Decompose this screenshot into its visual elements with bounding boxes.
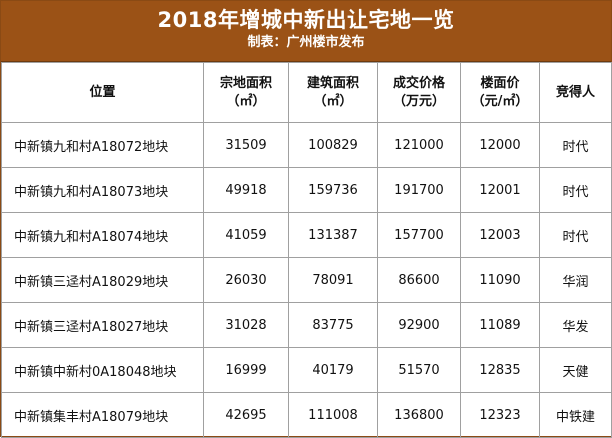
cell-deal-price: 157700 <box>377 212 461 258</box>
cell-building-area: 78091 <box>288 257 378 303</box>
land-sale-table: 位置 宗地面积 （㎡） 建筑面积 （㎡） 成交价格 （万元） 楼面价 （元/㎡） 竞得人… <box>1 62 612 438</box>
column-header-unit: （㎡） <box>313 93 353 109</box>
cell-deal-price: 92900 <box>377 302 461 348</box>
cell-winner: 天健 <box>539 347 612 393</box>
table-row: 中新镇三迳村A18029地块 26030 78091 86600 11090 华润 <box>1 257 612 303</box>
column-header-deal-price: 成交价格 （万元） <box>377 62 461 123</box>
column-header-floor-price: 楼面价 （元/㎡） <box>460 62 540 123</box>
header-row: 位置 宗地面积 （㎡） 建筑面积 （㎡） 成交价格 （万元） 楼面价 （元/㎡） 竞得人 <box>1 62 612 123</box>
column-header-label: 竞得人 <box>555 84 595 100</box>
table-subtitle: 制表：广州楼市发布 <box>247 35 365 50</box>
cell-floor-price: 11090 <box>460 257 540 303</box>
cell-location: 中新镇三迳村A18029地块 <box>1 257 204 303</box>
cell-location: 中新镇三迳村A18027地块 <box>1 302 204 348</box>
cell-deal-price: 191700 <box>377 167 461 213</box>
table-row: 中新镇九和村A18073地块 49918 159736 191700 12001 时代 <box>1 167 612 213</box>
cell-building-area: 40179 <box>288 347 378 393</box>
cell-land-area: 16999 <box>203 347 289 393</box>
title-banner: 2018年增城中新出让宅地一览 制表：广州楼市发布 <box>1 1 611 62</box>
column-header-winner: 竞得人 <box>539 62 612 123</box>
cell-floor-price: 12001 <box>460 167 540 213</box>
cell-floor-price: 12323 <box>460 392 540 438</box>
cell-land-area: 42695 <box>203 392 289 438</box>
column-header-location: 位置 <box>1 62 204 123</box>
cell-deal-price: 51570 <box>377 347 461 393</box>
column-header-unit: （㎡） <box>226 93 266 109</box>
cell-building-area: 100829 <box>288 122 378 168</box>
cell-land-area: 31028 <box>203 302 289 348</box>
cell-winner: 时代 <box>539 212 612 258</box>
table-row: 中新镇三迳村A18027地块 31028 83775 92900 11089 华发 <box>1 302 612 348</box>
column-header-building-area: 建筑面积 （㎡） <box>288 62 378 123</box>
column-header-label: 位置 <box>89 84 116 100</box>
cell-land-area: 41059 <box>203 212 289 258</box>
cell-floor-price: 11089 <box>460 302 540 348</box>
column-header-land-area: 宗地面积 （㎡） <box>203 62 289 123</box>
table-row: 中新镇九和村A18072地块 31509 100829 121000 12000 时代 <box>1 122 612 168</box>
cell-land-area: 26030 <box>203 257 289 303</box>
table-row: 中新镇九和村A18074地块 41059 131387 157700 12003 时代 <box>1 212 612 258</box>
cell-land-area: 49918 <box>203 167 289 213</box>
cell-land-area: 31509 <box>203 122 289 168</box>
column-header-label: 建筑面积 <box>306 75 359 91</box>
cell-winner: 时代 <box>539 167 612 213</box>
cell-winner: 中铁建 <box>539 392 612 438</box>
cell-location: 中新镇集丰村A18079地块 <box>1 392 204 438</box>
column-header-label: 成交价格 <box>392 75 445 91</box>
table-row: 中新镇集丰村A18079地块 42695 111008 136800 12323 中铁建 <box>1 392 612 438</box>
cell-location: 中新镇中新村0A18048地块 <box>1 347 204 393</box>
table-row: 中新镇中新村0A18048地块 16999 40179 51570 12835 天健 <box>1 347 612 393</box>
cell-floor-price: 12003 <box>460 212 540 258</box>
cell-location: 中新镇九和村A18074地块 <box>1 212 204 258</box>
cell-deal-price: 86600 <box>377 257 461 303</box>
cell-building-area: 131387 <box>288 212 378 258</box>
cell-building-area: 111008 <box>288 392 378 438</box>
table-title: 2018年增城中新出让宅地一览 <box>157 8 455 32</box>
column-header-unit: （万元） <box>392 93 445 109</box>
cell-winner: 华发 <box>539 302 612 348</box>
cell-deal-price: 136800 <box>377 392 461 438</box>
table-body: 中新镇九和村A18072地块 31509 100829 121000 12000 时代 中新… <box>1 122 612 438</box>
cell-location: 中新镇九和村A18073地块 <box>1 167 204 213</box>
cell-building-area: 159736 <box>288 167 378 213</box>
column-header-label: 楼面价 <box>480 75 520 91</box>
cell-winner: 华润 <box>539 257 612 303</box>
cell-floor-price: 12835 <box>460 347 540 393</box>
cell-deal-price: 121000 <box>377 122 461 168</box>
cell-location: 中新镇九和村A18072地块 <box>1 122 204 168</box>
cell-building-area: 83775 <box>288 302 378 348</box>
cell-floor-price: 12000 <box>460 122 540 168</box>
column-header-unit: （元/㎡） <box>471 93 529 109</box>
cell-winner: 时代 <box>539 122 612 168</box>
column-header-label: 宗地面积 <box>219 75 272 91</box>
